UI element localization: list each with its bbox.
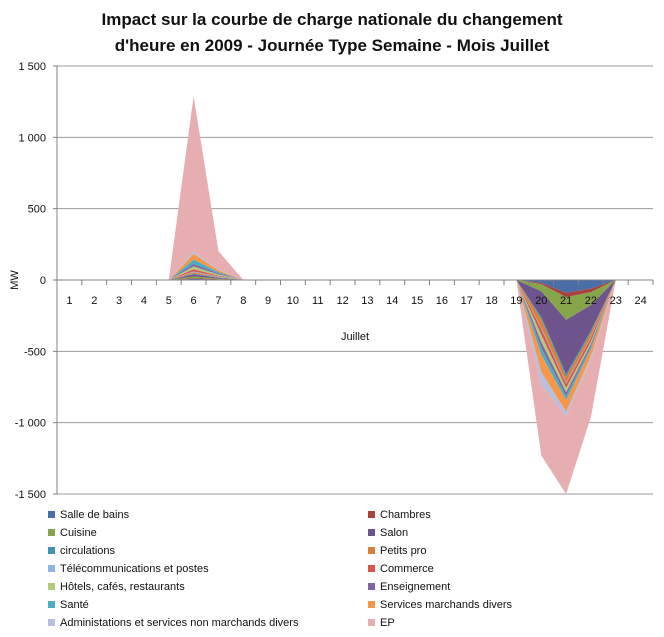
legend-label-2: Cuisine — [60, 527, 97, 539]
legend-label-3: Salon — [380, 527, 408, 539]
legend-label-5: Petits pro — [380, 545, 426, 557]
x-tick-label-14: 15 — [411, 295, 423, 307]
legend-label-6: Télécommunications et postes — [60, 563, 209, 575]
chart-title-line-1: Impact sur la courbe de charge nationale… — [101, 10, 562, 29]
legend-swatch-13 — [368, 619, 375, 626]
legend-swatch-2 — [48, 529, 55, 536]
x-tick-label-23: 24 — [634, 295, 646, 307]
y-tick-label-4: -500 — [24, 346, 46, 358]
y-axis-label: MW — [9, 270, 21, 290]
x-tick-label-19: 20 — [535, 295, 547, 307]
legend-swatch-0 — [48, 511, 55, 518]
y-tick-label-3: 0 — [40, 275, 46, 287]
y-tick-label-2: 500 — [28, 204, 46, 216]
x-tick-label-21: 22 — [585, 295, 597, 307]
axes — [53, 65, 654, 495]
x-tick-label-17: 18 — [485, 295, 497, 307]
y-tick-label-0: 1 500 — [18, 61, 46, 73]
legend-label-7: Commerce — [380, 563, 434, 575]
legend-swatch-11 — [368, 601, 375, 608]
legend-label-1: Chambres — [380, 509, 431, 521]
x-tick-label-11: 12 — [336, 295, 348, 307]
y-tick-label-1: 1 000 — [18, 132, 46, 144]
chart-title-line-2: d'heure en 2009 - Journée Type Semaine -… — [115, 36, 550, 55]
x-tick-label-5: 6 — [191, 295, 197, 307]
x-tick-label-20: 21 — [560, 295, 572, 307]
legend-swatch-9 — [368, 583, 375, 590]
legend-label-13: EP — [380, 617, 395, 629]
x-tick-labels: 1 2 3 4 5 6 7 8 9 10 11 12 13 14 15 16 17 18 19 20 21 22 23 24 — [66, 295, 646, 307]
legend-label-8: Hôtels, cafés, restaurants — [60, 581, 185, 593]
x-tick-label-9: 10 — [287, 295, 299, 307]
x-tick-label-3: 4 — [141, 295, 147, 307]
legend-swatch-12 — [48, 619, 55, 626]
x-tick-label-22: 23 — [610, 295, 622, 307]
legend-label-12: Administations et services non marchands… — [60, 617, 299, 629]
x-tick-label-16: 17 — [461, 295, 473, 307]
legend-swatch-5 — [368, 547, 375, 554]
x-tick-label-0: 1 — [66, 295, 72, 307]
legend-label-11: Services marchands divers — [380, 599, 513, 611]
legend-swatch-4 — [48, 547, 55, 554]
x-tick-label-7: 8 — [240, 295, 246, 307]
y-tick-label-6: -1 500 — [15, 489, 46, 501]
x-tick-label-18: 19 — [510, 295, 522, 307]
x-tick-label-2: 3 — [116, 295, 122, 307]
x-tick-label-12: 13 — [361, 295, 373, 307]
x-tick-label-10: 11 — [312, 295, 323, 307]
legend-swatch-10 — [48, 601, 55, 608]
y-tick-label-5: -1 000 — [15, 418, 46, 430]
x-tick-label-15: 16 — [436, 295, 448, 307]
legend: Salle de bains Chambres Cuisine Salon circul… — [48, 509, 513, 629]
legend-label-10: Santé — [60, 599, 89, 611]
legend-swatch-3 — [368, 529, 375, 536]
x-tick-label-8: 9 — [265, 295, 271, 307]
legend-label-9: Enseignement — [380, 581, 450, 593]
x-axis-label: Juillet — [341, 331, 369, 343]
legend-swatch-8 — [48, 583, 55, 590]
legend-swatch-6 — [48, 565, 55, 572]
x-tick-label-4: 5 — [166, 295, 172, 307]
x-tick-label-1: 2 — [91, 295, 97, 307]
legend-swatch-7 — [368, 565, 375, 572]
legend-label-0: Salle de bains — [60, 509, 130, 521]
x-tick-label-13: 14 — [386, 295, 398, 307]
legend-label-4: circulations — [60, 545, 116, 557]
gridlines — [57, 65, 653, 495]
y-tick-labels: 1 500 1 000 500 0 -500 -1 000 -1 500 — [15, 61, 46, 501]
legend-swatch-1 — [368, 511, 375, 518]
x-tick-label-6: 7 — [215, 295, 221, 307]
